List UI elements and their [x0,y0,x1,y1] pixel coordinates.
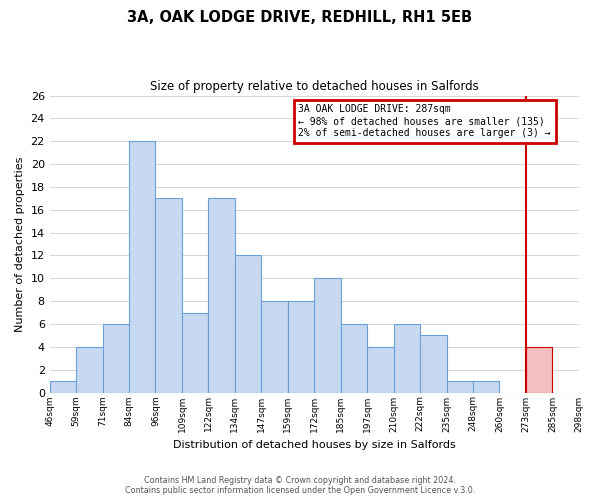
Title: Size of property relative to detached houses in Salfords: Size of property relative to detached ho… [150,80,479,93]
Bar [394,324,420,392]
Bar [50,381,76,392]
Bar [103,324,129,392]
Bar [314,278,341,392]
Bar [526,347,553,393]
Text: 3A OAK LODGE DRIVE: 287sqm
← 98% of detached houses are smaller (135)
2% of semi: 3A OAK LODGE DRIVE: 287sqm ← 98% of deta… [298,104,551,138]
Text: Contains HM Land Registry data © Crown copyright and database right 2024.
Contai: Contains HM Land Registry data © Crown c… [125,476,475,495]
X-axis label: Distribution of detached houses by size in Salfords: Distribution of detached houses by size … [173,440,455,450]
Bar [208,198,235,392]
Bar [129,141,155,393]
Text: 3A, OAK LODGE DRIVE, REDHILL, RH1 5EB: 3A, OAK LODGE DRIVE, REDHILL, RH1 5EB [127,10,473,25]
Bar [341,324,367,392]
Bar [446,381,473,392]
Bar [155,198,182,392]
Bar [182,312,208,392]
Bar [367,347,394,393]
Bar [473,381,499,392]
Bar [235,256,262,392]
Bar [262,301,288,392]
Y-axis label: Number of detached properties: Number of detached properties [15,156,25,332]
Bar [420,336,446,392]
Bar [288,301,314,392]
Bar [76,347,103,393]
